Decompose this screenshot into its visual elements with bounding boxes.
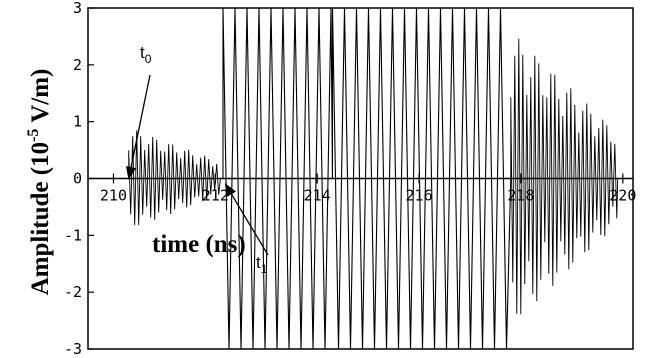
series-0-segment-1	[128, 130, 221, 226]
annotation-label: t0	[140, 43, 152, 66]
annotation-arrow	[126, 74, 151, 180]
x-axis-label: time (ns)	[152, 231, 246, 258]
x-tick-label: 220	[609, 187, 636, 205]
annotation-arrow	[224, 183, 269, 256]
x-tick-label: 212	[202, 187, 229, 205]
x-tick-label: 216	[406, 187, 433, 205]
annotation-label: t1	[256, 253, 268, 276]
x-tick-label: 218	[507, 187, 534, 205]
y-tick-label: 3	[73, 0, 82, 17]
series-0-segment-4	[510, 38, 619, 315]
y-tick-label: -2	[64, 283, 82, 301]
y-axis-label: Amplitude (10-5 V/m)	[25, 69, 54, 296]
annotations: t0 t1	[126, 43, 269, 276]
x-tick-label: 210	[100, 187, 127, 205]
y-tick-label: -3	[64, 340, 82, 358]
y-tick-label: 2	[73, 56, 82, 74]
y-tick-label: 1	[73, 113, 82, 131]
x-tick-label: 214	[304, 187, 331, 205]
y-tick-label: 0	[73, 170, 82, 188]
axes: -3 -2 -1 0 1 2 3 210 212 214 216 218 220	[64, 0, 636, 358]
y-tick-label: -1	[64, 226, 82, 244]
